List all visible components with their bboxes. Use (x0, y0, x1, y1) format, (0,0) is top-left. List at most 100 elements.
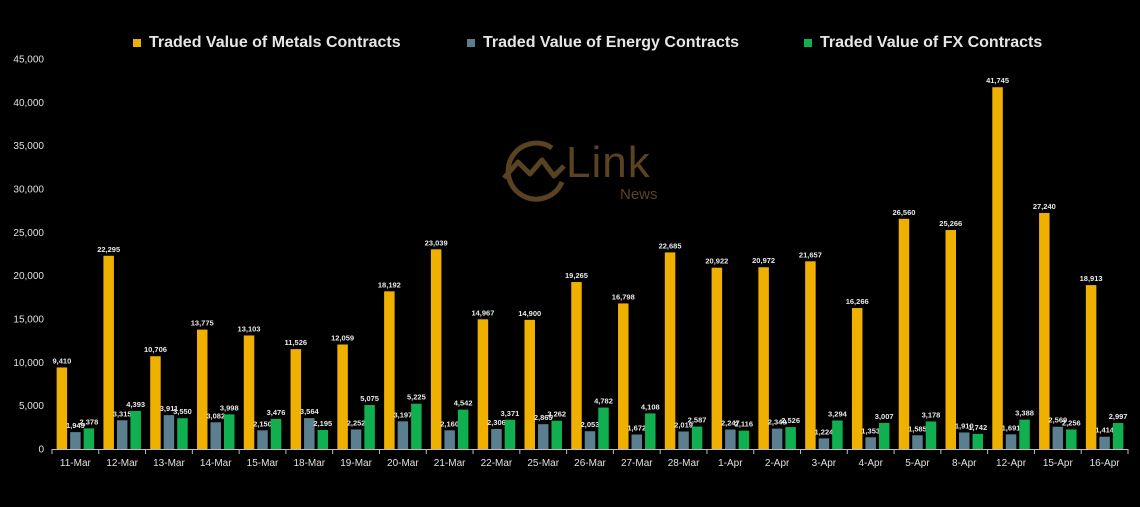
legend-swatch-fx (804, 39, 812, 47)
bar-fx (1066, 429, 1077, 449)
bar-fx (177, 418, 188, 449)
data-label: 2,865 (534, 413, 553, 422)
data-label: 2,150 (253, 419, 272, 428)
data-label: 3,315 (113, 409, 132, 418)
bar-fx (130, 410, 141, 449)
data-label: 3,197 (393, 410, 412, 419)
bar-energy (210, 422, 221, 449)
y-tick-label: 5,000 (19, 401, 44, 412)
data-label: 3,294 (828, 409, 848, 418)
bar-fx (364, 405, 375, 449)
x-tick-label: 15-Apr (1043, 458, 1074, 469)
data-label: 1,742 (968, 423, 987, 432)
bar-energy (70, 432, 81, 449)
bar-fx (691, 426, 703, 449)
x-tick-label: 4-Apr (858, 458, 883, 469)
data-label: 1,910 (955, 421, 974, 430)
bar-energy (959, 432, 970, 449)
bar-energy (1052, 426, 1064, 449)
bar-metals (851, 308, 863, 449)
y-tick-label: 30,000 (13, 185, 44, 196)
data-label: 3,998 (220, 403, 239, 412)
data-label: 4,542 (454, 399, 473, 408)
data-label: 2,247 (721, 419, 740, 428)
link-news-logo-icon (502, 140, 566, 202)
data-label: 5,225 (407, 393, 426, 402)
data-label: 1,414 (1095, 426, 1115, 435)
bar-metals (805, 261, 816, 449)
data-label: 3,082 (206, 411, 225, 420)
bar-metals (758, 267, 769, 449)
bar-metals (1039, 212, 1050, 449)
data-label: 25,266 (939, 219, 962, 228)
bar-energy (350, 429, 362, 449)
bar-energy (584, 431, 596, 449)
data-label: 2,195 (313, 419, 332, 428)
data-label: 4,782 (594, 397, 613, 406)
data-label: 3,476 (267, 408, 286, 417)
bar-energy (865, 437, 876, 449)
bar-metals (618, 303, 629, 449)
bar-fx (785, 427, 796, 449)
bar-fx (972, 433, 984, 449)
x-tick-label: 14-Mar (200, 458, 232, 469)
bar-fx (738, 430, 750, 449)
data-label: 16,266 (846, 297, 869, 306)
x-tick-label: 13-Mar (153, 458, 185, 469)
bar-metals (1085, 285, 1097, 449)
bar-energy (116, 420, 128, 449)
data-label: 2,160 (440, 419, 459, 428)
y-tick-label: 10,000 (13, 358, 44, 369)
data-label: 3,371 (501, 409, 520, 418)
x-tick-label: 27-Mar (621, 458, 653, 469)
data-label: 26,560 (893, 208, 916, 217)
bar-metals (290, 349, 302, 449)
data-label: 10,706 (144, 345, 167, 354)
y-tick-label: 35,000 (13, 141, 44, 152)
bar-fx (551, 420, 562, 449)
data-label: 12,059 (331, 333, 354, 342)
x-tick-label: 15-Mar (247, 458, 279, 469)
x-tick-label: 8-Apr (952, 458, 977, 469)
bar-energy (304, 418, 315, 449)
y-tick-label: 0 (38, 445, 44, 456)
data-label: 22,685 (659, 241, 682, 250)
data-label: 3,911 (160, 404, 178, 413)
y-tick-label: 20,000 (13, 271, 44, 282)
data-label: 1,353 (861, 426, 880, 435)
bar-metals (103, 255, 114, 449)
data-label: 1,691 (1002, 423, 1021, 432)
data-label: 23,039 (425, 238, 448, 247)
x-tick-label: 20-Mar (387, 458, 419, 469)
x-tick-label: 12-Mar (106, 458, 138, 469)
data-label: 19,265 (565, 271, 588, 280)
bar-metals (150, 356, 161, 449)
data-label: 21,657 (799, 250, 822, 259)
data-label: 2,526 (781, 416, 800, 425)
data-label: 27,240 (1033, 202, 1056, 211)
x-tick-label: 18-Mar (293, 458, 325, 469)
bar-fx (645, 413, 656, 449)
bar-energy (725, 429, 736, 449)
legend-item-fx: Traded Value of FX Contracts (804, 34, 1042, 52)
bar-metals (384, 291, 395, 449)
legend-swatch-energy (467, 39, 475, 47)
data-label: 5,075 (360, 394, 379, 403)
data-label: 1,672 (627, 424, 646, 433)
data-label: 13,775 (191, 319, 214, 328)
data-label: 4,108 (641, 402, 660, 411)
legend-label-fx: Traded Value of FX Contracts (820, 34, 1043, 51)
bar-metals (571, 282, 582, 449)
data-label: 2,256 (1062, 418, 1081, 427)
x-tick-label: 3-Apr (812, 458, 837, 469)
bar-metals (664, 252, 676, 449)
bar-energy (257, 430, 268, 449)
legend-label-metals: Traded Value of Metals Contracts (149, 34, 401, 51)
bar-energy (818, 438, 830, 449)
data-label: 2,053 (581, 420, 600, 429)
x-tick-label: 21-Mar (434, 458, 466, 469)
bar-energy (444, 430, 455, 449)
legend-swatch-metals (133, 39, 141, 47)
legend-label-energy: Traded Value of Energy Contracts (483, 34, 740, 51)
